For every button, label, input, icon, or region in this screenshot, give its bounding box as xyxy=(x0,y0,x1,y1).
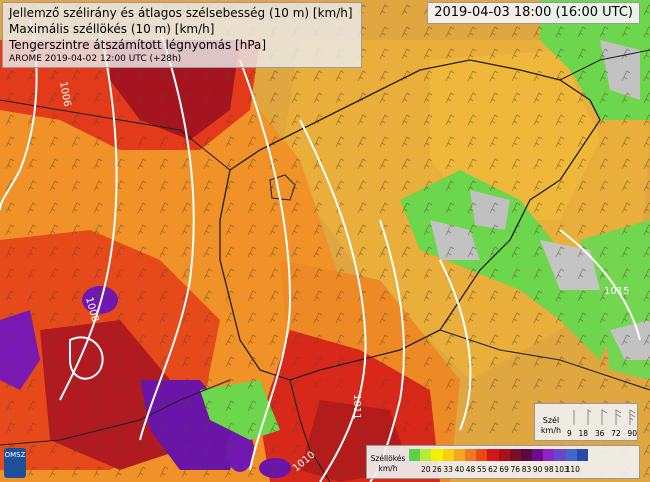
gust-legend-swatch xyxy=(453,449,465,461)
isobar-1010 xyxy=(299,119,367,482)
country-border-6 xyxy=(0,379,231,446)
isobar-1009 xyxy=(239,59,292,471)
wind-legend-title-line2: km/h xyxy=(540,426,562,435)
isobar-1007 xyxy=(59,29,118,401)
gust-legend-swatch xyxy=(509,449,521,461)
map-info-box: Jellemző szélirány és átlagos szélsebess… xyxy=(2,2,362,68)
gust-legend-swatch xyxy=(464,449,477,461)
gust-legend-swatch xyxy=(543,449,555,461)
gust-legend-ticks: 20 26 33 40 48 55 62 69 76 83 90 98 103 110 xyxy=(409,465,588,474)
gust-legend-tick: 55 xyxy=(476,465,487,474)
gust-legend-tick: 26 xyxy=(432,465,442,474)
gust-legend-swatch xyxy=(409,449,421,461)
gust-legend-tick: 76 xyxy=(510,465,521,474)
info-line-model-run: AROME 2019-04-02 12:00 UTC (+28h) xyxy=(9,54,182,64)
logo-text: OMSZ xyxy=(4,451,26,459)
gust-legend-swatch xyxy=(554,449,566,461)
gust-legend-swatch xyxy=(565,449,577,461)
country-border-2 xyxy=(0,99,231,171)
gust-legend: Széllökés km/h 20 26 33 40 48 55 62 69 76 83 90 98 1… xyxy=(366,445,640,479)
wind-legend-title-line1: Szél xyxy=(542,416,560,425)
country-border-7 xyxy=(269,174,296,201)
gust-legend-swatch xyxy=(487,449,499,461)
valid-time-box: 2019-04-03 18:00 (16:00 UTC) xyxy=(427,2,640,24)
wind-legend-value: 90 xyxy=(627,429,637,438)
gust-legend-tick: 40 xyxy=(454,465,465,474)
wind-speed-legend: Szél km/h 9 18 36 72 90 xyxy=(534,403,638,441)
wind-legend-value: 9 xyxy=(567,429,572,438)
country-border-3 xyxy=(289,379,331,482)
wind-legend-barbs xyxy=(573,409,636,425)
gust-legend-tick: 48 xyxy=(465,465,476,474)
gust-legend-swatch xyxy=(520,449,533,461)
wind-legend-value: 36 xyxy=(594,429,605,438)
gust-legend-swatch xyxy=(498,449,510,461)
isobar-label-1006: 1006 xyxy=(57,81,72,108)
gust-legend-swatches xyxy=(409,449,588,461)
omsz-logo: OMSZ xyxy=(4,448,26,478)
isobar-loop xyxy=(69,336,104,380)
gust-legend-swatch xyxy=(431,449,443,461)
gust-legend-swatch xyxy=(476,449,488,461)
isobar-label-1011: 1011 xyxy=(351,394,362,419)
gust-legend-tick: 69 xyxy=(499,465,509,474)
gust-legend-title-line1: Széllökés xyxy=(370,454,406,463)
gust-legend-swatch xyxy=(532,449,544,461)
info-line-gust: Maximális széllökés (10 m) [km/h] xyxy=(9,22,215,36)
country-border xyxy=(219,59,601,381)
gust-legend-tick: 20 xyxy=(421,465,431,474)
gust-legend-title-line2: km/h xyxy=(378,464,398,473)
gust-legend-tick: 98 xyxy=(544,465,554,474)
isobar-1008 xyxy=(139,29,195,441)
wind-legend-title: Szél km/h xyxy=(539,416,563,436)
gust-legend-swatch xyxy=(576,449,588,461)
gust-legend-tick: 110 xyxy=(565,465,580,474)
gust-legend-swatch xyxy=(442,449,454,461)
wind-legend-value: 72 xyxy=(611,429,621,438)
gust-legend-tick xyxy=(577,465,588,474)
gust-legend-tick xyxy=(409,465,420,474)
wind-legend-value: 18 xyxy=(578,429,589,438)
info-line-wind: Jellemző szélirány és átlagos szélsebess… xyxy=(9,6,353,20)
info-line-pressure: Tengerszintre átszámított légnyomás [hPa… xyxy=(9,38,267,52)
gust-legend-title: Széllökés km/h xyxy=(369,454,407,474)
wind-legend-values: 9 18 36 72 90 xyxy=(567,429,637,438)
gust-legend-tick: 33 xyxy=(443,465,453,474)
gust-legend-tick: 62 xyxy=(488,465,498,474)
gust-legend-swatch xyxy=(420,449,432,461)
gust-legend-tick: 83 xyxy=(521,465,532,474)
gust-legend-tick: 103 xyxy=(554,465,569,474)
country-border-4 xyxy=(439,329,650,391)
gust-legend-tick: 90 xyxy=(532,465,543,474)
isobar-1015 xyxy=(559,229,641,341)
country-border-5 xyxy=(559,49,650,81)
isobar-label-1015: 1015 xyxy=(604,286,629,297)
isobar-1012 xyxy=(439,259,472,431)
